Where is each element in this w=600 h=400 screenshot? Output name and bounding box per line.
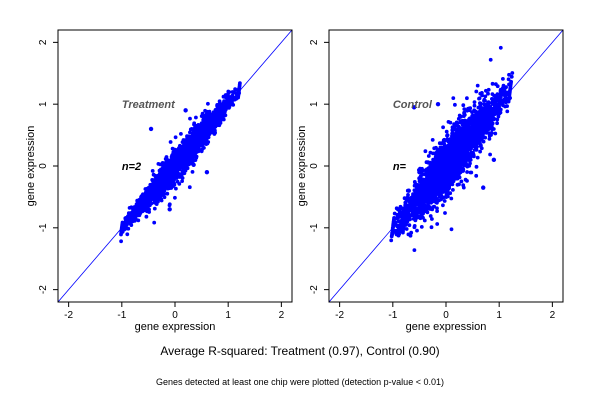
data-point: [449, 139, 454, 144]
data-point: [135, 200, 140, 206]
data-point: [411, 105, 417, 110]
data-point: [507, 95, 513, 101]
scatter-panel-1: -2 -1 0 1 2 -2 -1 0 1 2 gene expression gene expres…: [25, 29, 293, 333]
data-point: [491, 157, 497, 163]
data-point: [411, 210, 417, 215]
data-point: [210, 117, 215, 122]
x-tick-label: 1: [496, 310, 502, 321]
data-point: [433, 185, 438, 190]
data-point: [459, 129, 465, 135]
data-point: [215, 115, 220, 120]
data-point: [435, 101, 441, 107]
x-tick-label: -1: [388, 310, 397, 321]
x-tick-label: 2: [279, 310, 285, 321]
data-point: [481, 108, 486, 113]
data-point: [470, 120, 475, 125]
data-point: [465, 151, 470, 156]
data-point: [422, 197, 427, 203]
data-point: [486, 126, 491, 132]
data-point: [167, 163, 172, 169]
data-point: [130, 214, 135, 219]
x-axis-label: gene expression: [135, 321, 216, 333]
data-point: [502, 92, 507, 98]
data-point: [417, 169, 422, 175]
data-point: [183, 108, 188, 113]
y-axis-label: gene expression: [296, 126, 308, 207]
y-tick-label: 2: [309, 39, 320, 45]
data-point: [496, 111, 502, 116]
x-tick-label: -1: [117, 310, 126, 321]
data-point: [390, 230, 396, 235]
data-point: [188, 142, 194, 147]
data-point: [124, 216, 130, 221]
data-point: [194, 140, 199, 145]
data-point: [199, 129, 204, 135]
data-point: [151, 191, 156, 197]
data-point: [438, 151, 443, 156]
data-point: [225, 101, 231, 107]
figure-caption: Average R-squared: Treatment (0.97), Con…: [160, 344, 440, 358]
data-point: [146, 188, 151, 193]
y-tick-label: 1: [38, 101, 49, 107]
point-cloud: [119, 81, 242, 244]
data-point: [491, 98, 497, 104]
data-point: [204, 127, 210, 133]
data-point: [178, 154, 183, 159]
y-axis-label: gene expression: [25, 126, 37, 207]
x-tick-label: -2: [64, 310, 73, 321]
x-tick-label: 0: [443, 310, 449, 321]
data-point: [236, 90, 242, 96]
plot-area: [58, 30, 292, 302]
data-point: [475, 139, 481, 144]
data-point: [454, 163, 459, 169]
y-tick-label: -2: [38, 285, 49, 294]
data-point: [417, 176, 422, 181]
data-point: [191, 162, 196, 167]
data-point: [406, 188, 411, 193]
x-tick-label: 2: [550, 310, 556, 321]
data-point: [231, 95, 236, 101]
data-point: [167, 207, 172, 212]
x-tick-label: 0: [172, 310, 178, 321]
data-point: [443, 176, 449, 181]
y-tick-label: -1: [309, 223, 320, 232]
data-point: [119, 228, 125, 234]
n-label: n=: [393, 161, 407, 173]
figure-note: Genes detected at least one chip were pl…: [156, 377, 444, 387]
data-point: [395, 207, 401, 212]
panel-label: Treatment: [122, 99, 176, 111]
data-point: [156, 176, 162, 181]
y-tick-label: 1: [309, 101, 320, 107]
y-tick-label: 0: [38, 163, 49, 169]
y-tick-label: -2: [309, 285, 320, 294]
y-tick-label: 0: [309, 163, 320, 169]
data-point: [427, 160, 433, 166]
data-point: [481, 185, 486, 190]
y-tick-label: -1: [38, 223, 49, 232]
data-point: [401, 222, 406, 227]
n-label: n=2: [122, 161, 141, 173]
plot-area: [329, 30, 563, 302]
data-point: [183, 152, 188, 158]
data-point: [172, 166, 178, 172]
scatter-panel-2: -2 -1 0 1 2 -2 -1 0 1 2 gene expression gene expres…: [296, 29, 564, 333]
x-axis-label: gene expression: [406, 321, 487, 333]
data-point: [204, 169, 210, 175]
data-point: [220, 105, 226, 110]
y-tick-label: 2: [38, 39, 49, 45]
point-cloud: [389, 45, 515, 253]
data-point: [148, 126, 154, 132]
x-tick-label: 1: [225, 310, 231, 321]
data-point: [162, 179, 167, 184]
x-tick-label: -2: [335, 310, 344, 321]
panel-label: Control: [393, 99, 433, 111]
data-point: [140, 202, 146, 207]
